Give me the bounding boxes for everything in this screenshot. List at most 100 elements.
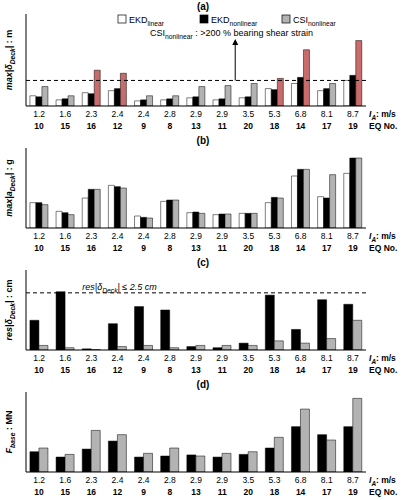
svg-text:3.5: 3.5 [242, 231, 254, 241]
svg-text:10: 10 [34, 243, 44, 253]
svg-text:12: 12 [113, 243, 123, 253]
svg-text:2.3: 2.3 [85, 109, 97, 119]
svg-text:8.1: 8.1 [321, 475, 333, 485]
svg-text:12: 12 [113, 365, 123, 375]
svg-text:2.9: 2.9 [190, 475, 202, 485]
svg-text:12: 12 [113, 487, 123, 497]
svg-text:18: 18 [270, 243, 280, 253]
svg-text:EQ No.: EQ No. [369, 121, 397, 131]
svg-text:18: 18 [270, 365, 280, 375]
svg-text:2.9: 2.9 [216, 231, 228, 241]
svg-text:11: 11 [218, 121, 227, 131]
svg-text:(d): (d) [197, 379, 210, 390]
svg-text:17: 17 [322, 243, 332, 253]
svg-text:2.9: 2.9 [216, 475, 228, 485]
svg-text:20: 20 [244, 487, 254, 497]
svg-text:8.1: 8.1 [321, 231, 333, 241]
svg-text:2.9: 2.9 [216, 353, 228, 363]
svg-text:(c): (c) [197, 257, 209, 268]
svg-text:3.5: 3.5 [242, 353, 254, 363]
svg-text:8.1: 8.1 [321, 109, 333, 119]
svg-text:IA: m/s: IA: m/s [369, 231, 396, 243]
svg-text:3.5: 3.5 [242, 475, 254, 485]
svg-text:max|δDeck| : m: max|δDeck| : m [8, 30, 16, 91]
svg-text:13: 13 [191, 487, 201, 497]
svg-text:(a): (a) [197, 1, 209, 12]
svg-text:2.8: 2.8 [164, 109, 176, 119]
svg-text:13: 13 [191, 243, 201, 253]
svg-text:20: 20 [244, 365, 254, 375]
svg-text:1.2: 1.2 [33, 231, 45, 241]
svg-text:18: 18 [270, 121, 280, 131]
svg-text:13: 13 [191, 365, 201, 375]
svg-text:14: 14 [296, 243, 306, 253]
svg-text:10: 10 [34, 365, 44, 375]
svg-text:2.4: 2.4 [138, 109, 150, 119]
svg-text:2.4: 2.4 [138, 353, 150, 363]
svg-text:12: 12 [113, 121, 123, 131]
svg-text:8.7: 8.7 [347, 231, 359, 241]
svg-text:17: 17 [322, 121, 332, 131]
svg-text:9: 9 [141, 487, 146, 497]
svg-text:15: 15 [60, 243, 70, 253]
svg-text:2.9: 2.9 [190, 231, 202, 241]
svg-text:20: 20 [244, 121, 254, 131]
svg-text:2.4: 2.4 [112, 231, 124, 241]
svg-text:14: 14 [296, 121, 306, 131]
svg-text:9: 9 [141, 243, 146, 253]
svg-text:EQ No.: EQ No. [369, 243, 397, 253]
svg-text:19: 19 [348, 121, 358, 131]
svg-text:1.6: 1.6 [59, 353, 71, 363]
svg-text:1.2: 1.2 [33, 109, 45, 119]
svg-text:1.2: 1.2 [33, 353, 45, 363]
svg-text:2.8: 2.8 [164, 475, 176, 485]
svg-text:max|aDeck| : g: max|aDeck| : g [8, 159, 16, 217]
svg-text:14: 14 [296, 487, 306, 497]
svg-text:2.4: 2.4 [138, 475, 150, 485]
svg-text:6.8: 6.8 [295, 475, 307, 485]
svg-text:IA: m/s: IA: m/s [369, 109, 396, 121]
svg-text:19: 19 [348, 487, 358, 497]
svg-text:18: 18 [270, 487, 280, 497]
svg-text:2.4: 2.4 [112, 353, 124, 363]
svg-text:5.3: 5.3 [269, 109, 281, 119]
svg-text:19: 19 [348, 243, 358, 253]
svg-text:8: 8 [167, 365, 172, 375]
svg-text:2.3: 2.3 [85, 475, 97, 485]
svg-text:10: 10 [34, 121, 44, 131]
svg-text:8.1: 8.1 [321, 353, 333, 363]
svg-text:2.9: 2.9 [190, 109, 202, 119]
svg-text:2.8: 2.8 [164, 353, 176, 363]
svg-text:6.8: 6.8 [295, 353, 307, 363]
svg-text:16: 16 [87, 243, 97, 253]
svg-text:(b): (b) [197, 135, 210, 146]
svg-text:EKDlinear: EKDlinear [129, 15, 165, 27]
svg-text:11: 11 [218, 487, 227, 497]
svg-text:res|δDeck| : cm: res|δDeck| : cm [8, 279, 16, 340]
svg-text:2.4: 2.4 [138, 231, 150, 241]
svg-text:1.2: 1.2 [33, 475, 45, 485]
svg-text:2.4: 2.4 [112, 475, 124, 485]
svg-text:15: 15 [60, 121, 70, 131]
svg-text:EQ No.: EQ No. [369, 487, 397, 497]
svg-text:9: 9 [141, 121, 146, 131]
svg-text:2.4: 2.4 [112, 109, 124, 119]
svg-text:CSInonlinear: CSInonlinear [293, 15, 337, 27]
svg-text:2.3: 2.3 [85, 231, 97, 241]
svg-text:6.8: 6.8 [295, 109, 307, 119]
svg-text:3.5: 3.5 [242, 109, 254, 119]
svg-text:1.6: 1.6 [59, 475, 71, 485]
svg-text:2.8: 2.8 [164, 231, 176, 241]
svg-text:8: 8 [167, 121, 172, 131]
svg-text:5.3: 5.3 [269, 231, 281, 241]
svg-text:19: 19 [348, 365, 358, 375]
svg-text:8.7: 8.7 [347, 353, 359, 363]
svg-text:1.6: 1.6 [59, 231, 71, 241]
svg-text:res|δDeck| ≤ 2.5 cm: res|δDeck| ≤ 2.5 cm [82, 282, 157, 294]
svg-text:EKDnonlinear: EKDnonlinear [211, 15, 258, 27]
svg-text:16: 16 [87, 121, 97, 131]
svg-text:16: 16 [87, 487, 97, 497]
svg-text:5.3: 5.3 [269, 475, 281, 485]
svg-text:8.7: 8.7 [347, 109, 359, 119]
svg-text:14: 14 [296, 365, 306, 375]
